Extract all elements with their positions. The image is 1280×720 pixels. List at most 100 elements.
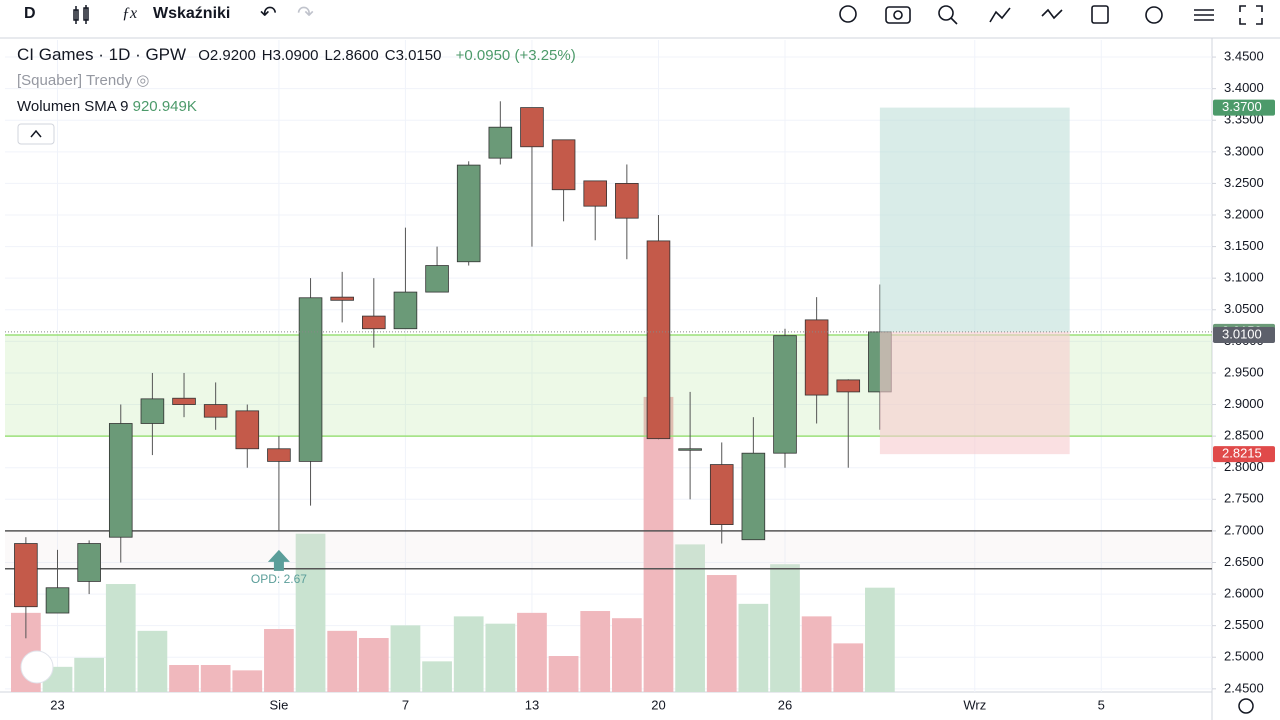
volume-bar	[74, 657, 105, 692]
ohlc-value: H3.0900	[261, 47, 319, 64]
x-tick-label: Sie	[270, 697, 289, 712]
y-tick-label: 2.9000	[1224, 396, 1264, 411]
volume-bar	[390, 625, 421, 692]
candle-body	[583, 180, 608, 207]
volume-value: 920.949K	[132, 98, 197, 115]
candle-body	[804, 319, 829, 396]
undo-button[interactable]: ↶	[260, 3, 277, 25]
candle-body	[77, 543, 101, 582]
collapse-legend-button[interactable]	[17, 123, 55, 145]
volume-bar	[169, 665, 199, 692]
price-tag-label: 2.8215	[1222, 446, 1262, 461]
legend-main: CI Games · 1D · GPW O2.9200 H3.0900 L2.860…	[17, 44, 576, 70]
volume-bar	[801, 616, 832, 692]
y-tick-label: 2.7000	[1224, 522, 1264, 537]
candle-body	[235, 410, 260, 450]
y-tick-label: 3.1500	[1224, 238, 1264, 253]
ohlc: O2.9200 H3.0900 L2.8600 C3.0150	[198, 47, 447, 64]
x-tick-label: 13	[525, 697, 539, 712]
indicators-button[interactable]: Wskaźniki	[153, 5, 231, 22]
interval-button[interactable]: D	[24, 5, 36, 22]
y-tick-label: 2.6500	[1224, 554, 1264, 569]
chart-type-icon[interactable]	[70, 4, 92, 26]
volume-bar	[358, 638, 389, 692]
redo-button[interactable]: ↷	[297, 3, 314, 25]
volume-bar	[517, 612, 547, 692]
y-tick-label: 2.9500	[1224, 364, 1264, 379]
settings-icon[interactable]	[839, 5, 857, 23]
y-tick-label: 2.8000	[1224, 459, 1264, 474]
candle-body	[172, 397, 196, 405]
volume-bar	[770, 564, 800, 692]
candle-body	[456, 164, 481, 263]
x-tick-label: 23	[50, 697, 64, 712]
search-icon[interactable]	[938, 5, 954, 21]
y-tick-label: 2.4500	[1224, 680, 1264, 695]
annotation-arrow	[267, 549, 290, 571]
volume-bar	[327, 630, 358, 692]
candle-body	[520, 107, 544, 148]
volume-bar	[738, 603, 769, 692]
collapse-arrow	[30, 129, 42, 138]
volume-bar	[295, 533, 326, 692]
zone	[5, 530, 1212, 569]
candle-body	[488, 126, 513, 159]
axis-settings-icon[interactable]	[1238, 698, 1254, 714]
candle-body	[551, 139, 576, 191]
x-tick-label: 20	[651, 697, 665, 712]
volume-bar	[706, 575, 737, 692]
alarm-icon[interactable]	[1145, 6, 1163, 24]
y-tick-label: 2.5000	[1224, 649, 1264, 664]
candle-body	[203, 404, 228, 418]
save-icon[interactable]	[1091, 5, 1109, 24]
indicator-name: [Squaber] Trendy	[17, 72, 133, 89]
x-tick-label: 26	[778, 697, 792, 712]
candle-body	[45, 587, 70, 614]
fullscreen-icon[interactable]	[1239, 5, 1246, 12]
y-tick-label: 3.3000	[1224, 143, 1264, 158]
hide-icon[interactable]: ◎	[136, 72, 150, 89]
candle-body	[267, 448, 291, 462]
compare-icon[interactable]	[989, 7, 1011, 23]
y-tick-label: 3.2500	[1224, 175, 1264, 190]
y-tick-label: 2.8500	[1224, 428, 1264, 443]
price-tag	[1213, 327, 1275, 344]
position-loss	[879, 331, 1070, 455]
volume-bar	[453, 616, 484, 692]
position-profit	[879, 107, 1070, 332]
toolbar: D ƒx Wskaźniki ↶ ↷	[0, 0, 1280, 30]
tv-logo[interactable]	[20, 650, 54, 684]
fx-icon[interactable]: ƒx	[122, 5, 138, 22]
candle-body	[615, 183, 639, 219]
legend: CI Games · 1D · GPW O2.9200 H3.0900 L2.860…	[17, 44, 576, 122]
alerts-icon[interactable]	[1041, 8, 1063, 20]
snapshot-icon[interactable]	[885, 6, 911, 24]
volume-bar	[422, 661, 452, 692]
price-tag	[1213, 446, 1275, 463]
ohlc-value: O2.9200	[198, 47, 256, 64]
symbol-title: CI Games · 1D · GPW	[17, 45, 187, 64]
y-tick-label: 3.0500	[1224, 301, 1264, 316]
volume-bar	[200, 665, 231, 692]
ohlc-value: L2.8600	[324, 47, 379, 64]
volume-bar	[643, 396, 674, 692]
y-tick-label: 2.5500	[1224, 617, 1264, 632]
volume-bar	[232, 670, 263, 692]
ohlc-value: C3.0150	[384, 47, 442, 64]
volume-label: Wolumen SMA 9	[17, 98, 129, 115]
volume-bar	[865, 587, 895, 692]
price-tag	[1213, 99, 1275, 116]
y-tick-label: 3.1000	[1224, 270, 1264, 285]
x-tick-label: Wrz	[963, 697, 986, 712]
y-tick-label: 3.4000	[1224, 80, 1264, 95]
price-tag-label: 3.3700	[1222, 99, 1262, 114]
volume-row: Wolumen SMA 9 920.949K	[17, 96, 576, 122]
candle-body	[14, 543, 38, 608]
candle-body	[425, 265, 449, 293]
volume-bar	[611, 618, 642, 692]
candle-body	[393, 291, 418, 330]
candle-body	[108, 423, 133, 538]
annotation-label: OPD: 2.67	[251, 572, 307, 586]
